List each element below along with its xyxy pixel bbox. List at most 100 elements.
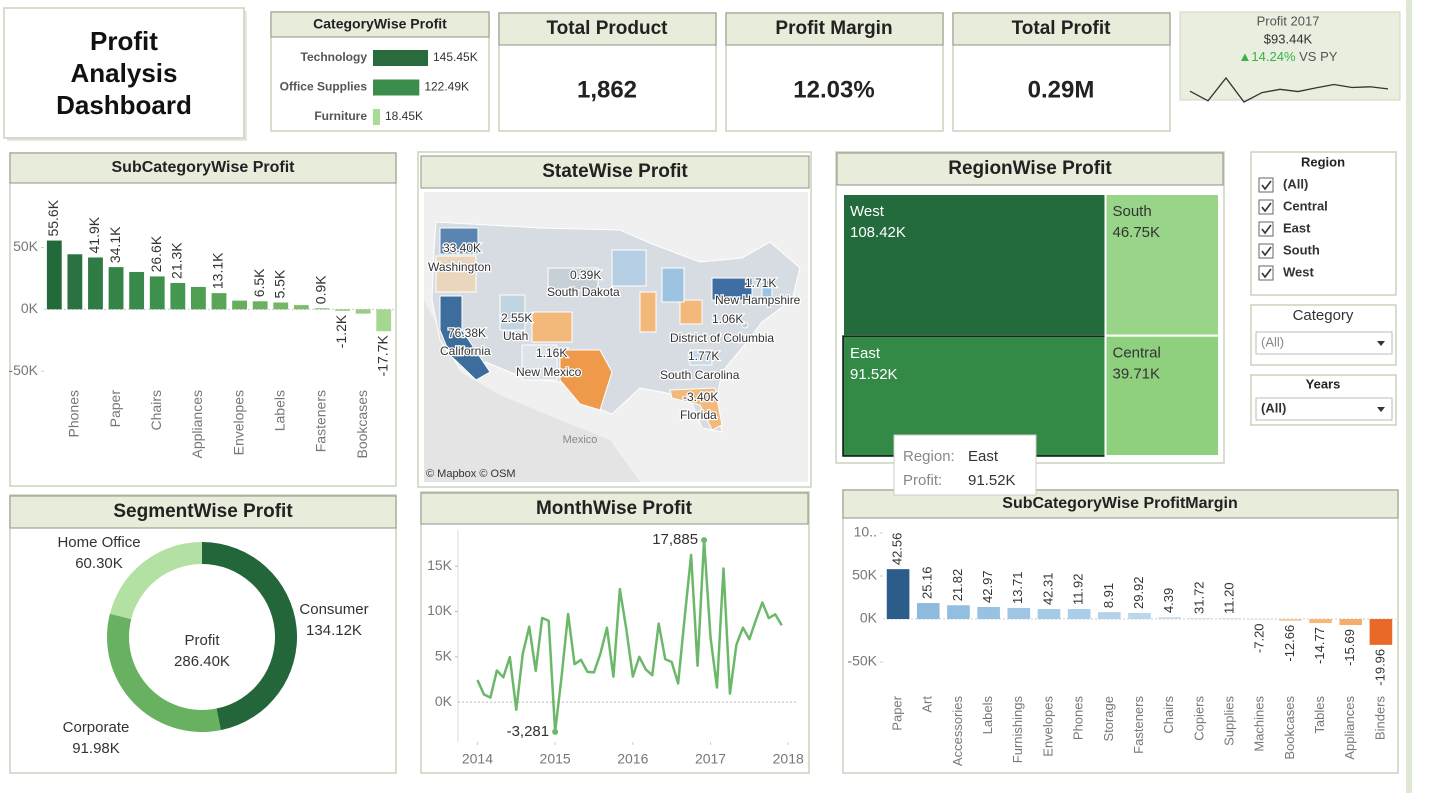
bar bbox=[886, 569, 910, 620]
checkbox bbox=[1258, 221, 1274, 237]
bar bbox=[1188, 618, 1212, 620]
kpi-title: Total Profit bbox=[1012, 18, 1112, 39]
state bbox=[439, 295, 491, 381]
data-label: 21.82 bbox=[950, 569, 965, 602]
slice-value: 134.12K bbox=[306, 622, 362, 639]
y-tick-label: 10.. bbox=[854, 524, 877, 540]
cell-name: East bbox=[850, 345, 881, 362]
panel-header bbox=[420, 492, 809, 525]
dropdown-box[interactable] bbox=[1255, 397, 1393, 421]
checkbox-option[interactable]: (All) bbox=[1258, 176, 1308, 193]
panel-header bbox=[9, 152, 397, 184]
option-label: Central bbox=[1283, 198, 1328, 213]
cell-value: 39.71K bbox=[1112, 366, 1160, 383]
bar bbox=[1037, 609, 1061, 620]
state-name: South Dakota bbox=[547, 285, 620, 299]
bar bbox=[108, 267, 124, 310]
y-tick-label: 0K bbox=[860, 610, 878, 626]
state-name: New Mexico bbox=[516, 365, 582, 379]
cell-value: 91.52K bbox=[850, 366, 898, 383]
data-label: 0.9K bbox=[313, 275, 329, 304]
panel-title: CategoryWise Profit bbox=[313, 16, 447, 32]
bar bbox=[170, 282, 186, 310]
x-tick-label: Supplies bbox=[1221, 696, 1236, 746]
state bbox=[761, 279, 773, 299]
data-label: -3,281 bbox=[507, 723, 550, 740]
kpi-value: 12.03% bbox=[793, 76, 874, 103]
panel bbox=[842, 489, 1399, 774]
dropdown[interactable]: (All) bbox=[1255, 331, 1393, 355]
state-value-label: 1.71K bbox=[745, 276, 776, 290]
dropdown-value: (All) bbox=[1261, 334, 1284, 349]
x-tick-label: Fasteners bbox=[1131, 696, 1146, 754]
bar bbox=[1067, 609, 1091, 620]
data-label: -19.96 bbox=[1372, 649, 1387, 686]
state bbox=[689, 349, 713, 366]
map: 33.40K Washington 0.39K South Dakota 1.71K Ne… bbox=[424, 192, 808, 482]
panel-header bbox=[270, 11, 490, 38]
slice-name: Home Office bbox=[57, 534, 140, 551]
x-tick-label: 2018 bbox=[773, 751, 804, 767]
checkbox-option[interactable]: West bbox=[1258, 264, 1314, 281]
x-tick-label: Fasteners bbox=[313, 390, 329, 452]
checkbox bbox=[1258, 243, 1274, 259]
kpi-value: 0.29M bbox=[1028, 76, 1095, 103]
state-name: Utah bbox=[503, 329, 528, 343]
kpi-title: Total Product bbox=[546, 18, 668, 39]
state-name: South Carolina bbox=[660, 368, 740, 382]
kpi-value: 1,862 bbox=[577, 76, 637, 103]
dropdown-box[interactable] bbox=[1255, 331, 1393, 355]
x-tick-label: Chairs bbox=[1161, 696, 1176, 734]
data-label: 42.31 bbox=[1040, 573, 1055, 606]
checkmark bbox=[1261, 202, 1272, 213]
line bbox=[476, 538, 783, 734]
category-label: Office Supplies bbox=[280, 80, 368, 94]
bar bbox=[1128, 613, 1151, 620]
state-value-label: -3.40K bbox=[683, 390, 718, 404]
dropdown[interactable]: (All) bbox=[1255, 397, 1393, 421]
card-title: Profit 2017 bbox=[1257, 13, 1320, 28]
bar bbox=[191, 286, 206, 310]
bar bbox=[1369, 619, 1393, 645]
data-label: 21.3K bbox=[169, 242, 185, 279]
state bbox=[679, 299, 703, 325]
kpi-title: Profit Margin bbox=[775, 18, 892, 39]
kpi-header bbox=[725, 12, 944, 46]
checkbox-option[interactable]: East bbox=[1258, 220, 1311, 237]
bar bbox=[273, 302, 289, 310]
data-label: 145.45K bbox=[433, 50, 478, 64]
checkbox-option[interactable]: South bbox=[1258, 242, 1320, 259]
state-value-label: 1.16K bbox=[536, 346, 567, 360]
x-tick-label: Binders bbox=[1372, 696, 1387, 741]
checkmark bbox=[1261, 224, 1272, 235]
x-tick-label: 2014 bbox=[462, 751, 493, 767]
data-label: 42.56 bbox=[890, 533, 905, 566]
bar bbox=[129, 271, 145, 310]
change: ▲14.24% bbox=[1239, 49, 1296, 64]
bar bbox=[1309, 619, 1332, 624]
panel-title: SubCategoryWise ProfitMargin bbox=[1002, 495, 1237, 512]
data-label: 18.45K bbox=[385, 109, 423, 123]
y-tick-label: 0K bbox=[21, 300, 39, 316]
dashboard-title: Profit Analysis Dashboard bbox=[56, 26, 192, 120]
x-tick-label: Appliances bbox=[1342, 696, 1357, 760]
state-value-label: 33.40K bbox=[443, 241, 481, 255]
data-label: -12.66 bbox=[1282, 625, 1297, 662]
state-value-label: 1.77K bbox=[688, 349, 719, 363]
x-tick-label: Paper bbox=[107, 390, 123, 428]
panel-title: RegionWise Profit bbox=[948, 158, 1112, 179]
dropdown-arrow bbox=[1377, 341, 1385, 346]
tooltip-value: East bbox=[968, 448, 999, 465]
bar bbox=[376, 309, 392, 332]
card-value: $93.44K bbox=[1264, 31, 1313, 46]
y-tick-label: 5K bbox=[435, 648, 453, 664]
data-label: 31.72 bbox=[1191, 581, 1206, 614]
filter-title: Region bbox=[1301, 154, 1345, 169]
dropdown-value: (All) bbox=[1261, 400, 1286, 415]
state bbox=[639, 291, 657, 333]
checkbox-option[interactable]: Central bbox=[1258, 198, 1328, 215]
panel bbox=[9, 152, 397, 487]
state bbox=[439, 227, 479, 255]
bar bbox=[67, 254, 83, 310]
state-name: District of Columbia bbox=[670, 331, 774, 345]
